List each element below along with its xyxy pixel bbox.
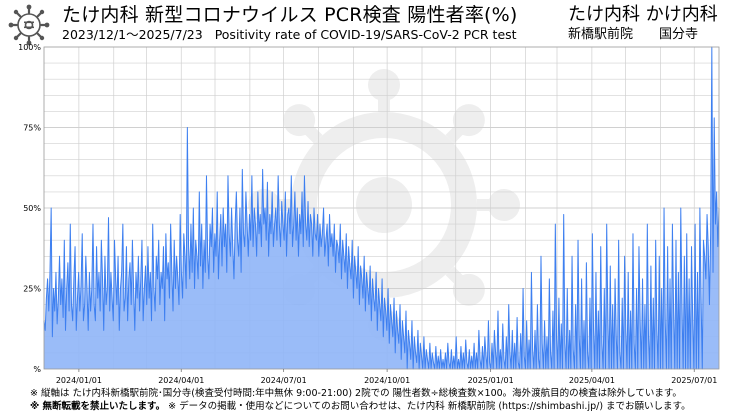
footnote-method: ※ 縦軸は たけ内科新橋駅前院･国分寺(検査受付時間:年中無休 9:00-21:…	[30, 388, 682, 399]
x-tick-label: 2025/01/01	[468, 376, 514, 385]
clinic-brand: たけ内科 かけ内科	[568, 4, 718, 25]
y-tick-label: 50%	[23, 204, 41, 213]
page-title: たけ内科 新型コロナウイルス PCR検査 陽性者率(%)	[62, 4, 518, 26]
subtitle-english: Positivity rate of COVID-19/SARS-CoV-2 P…	[214, 27, 517, 42]
clinic-branch-shimbashi: 新橋駅前院	[568, 27, 634, 42]
date-range: 2023/12/1～2025/7/23	[62, 27, 203, 42]
footnote-contact: ※ データの掲載・使用などについてのお問い合わせは、たけ内科 新橋駅前院 (ht…	[165, 401, 691, 412]
x-tick-label: 2024/10/01	[364, 376, 410, 385]
footnote-copyright-bold: ※ 無断転載を禁止いたします。	[30, 401, 166, 412]
clinic-branch-kokubunji: 国分寺	[659, 27, 699, 42]
x-tick-label: 2025/04/01	[569, 376, 615, 385]
y-tick-label: 100%	[18, 43, 41, 52]
series-area	[44, 47, 719, 369]
x-tick-label: 2024/04/01	[158, 376, 204, 385]
y-tick-label: 25%	[23, 285, 41, 294]
x-tick-label: 2025/07/01	[671, 376, 717, 385]
y-tick-label: 75%	[23, 124, 41, 133]
series-line	[43, 46, 720, 370]
footnote-copyright: ※ 無断転載を禁止いたします。 ※ データの掲載・使用などについてのお問い合わせ…	[30, 400, 691, 413]
clinic-branches: 新橋駅前院 国分寺	[568, 27, 698, 43]
x-tick-label: 2024/01/01	[56, 376, 102, 385]
page-subtitle: 2023/12/1～2025/7/23 Positivity rate of CO…	[62, 27, 517, 43]
x-tick-label: 2024/07/01	[261, 376, 307, 385]
clinic-logo-icon	[8, 4, 50, 46]
plot-frame	[43, 46, 720, 370]
y-tick-label: %	[33, 365, 41, 374]
footnotes: ※ 縦軸は たけ内科新橋駅前院･国分寺(検査受付時間:年中無休 9:00-21:…	[30, 387, 691, 413]
